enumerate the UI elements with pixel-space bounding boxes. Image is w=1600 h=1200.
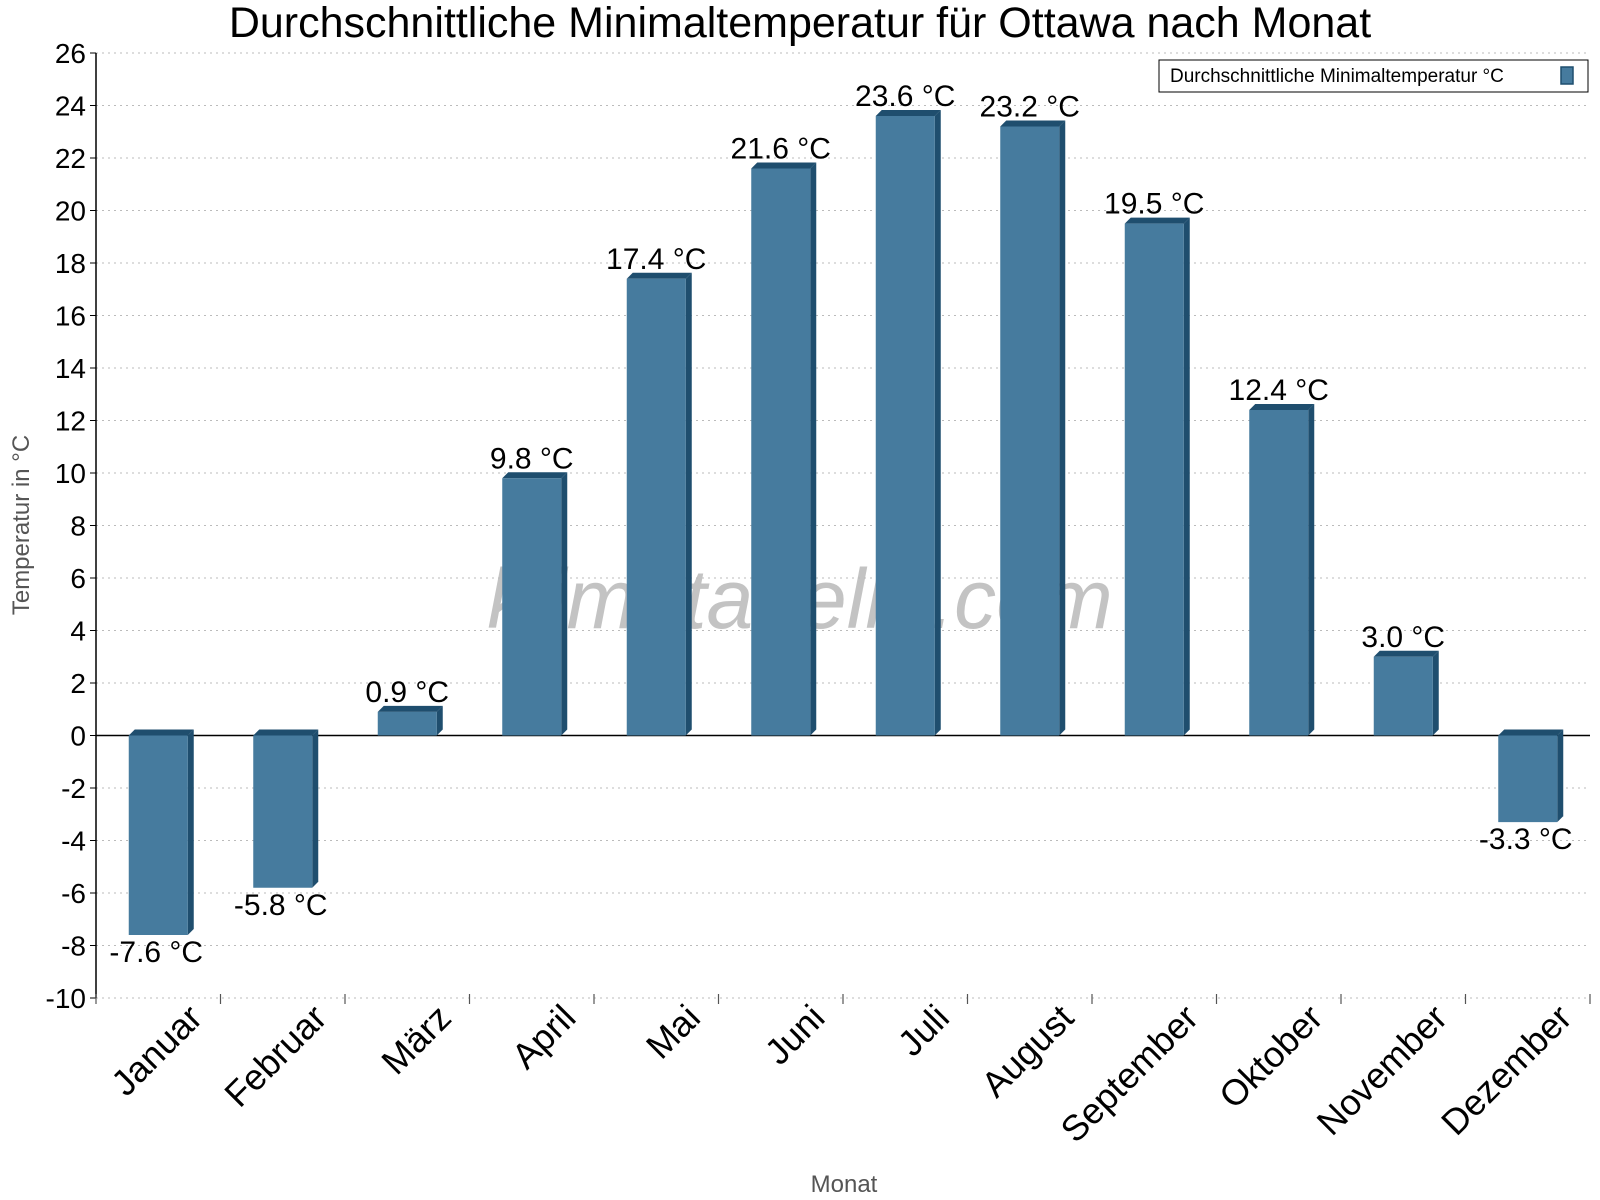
bar-top [875,110,941,116]
bar-top [1498,729,1564,736]
x-tick-label: August [973,997,1081,1105]
data-label: -3.3 °C [1479,823,1573,856]
data-label: -5.8 °C [234,889,328,922]
bar-side [1308,404,1315,736]
y-tick-label: 12 [55,406,86,437]
bar [626,278,686,736]
y-tick-label: 14 [55,353,86,384]
x-tick-label: März [373,997,459,1083]
bar-top [1124,217,1190,224]
y-tick-label: 8 [70,511,86,542]
x-axis-label: Monat [811,1171,878,1198]
bar-top [1000,120,1066,127]
legend: Durchschnittliche Minimaltemperatur °C [1158,59,1589,93]
data-label: 23.2 °C [980,91,1080,124]
bar-side [187,729,194,935]
legend-swatch [1560,66,1574,85]
y-tick-label: 0 [70,721,86,752]
x-tick-label: Februar [216,997,334,1115]
y-tick-label: 2 [70,668,86,699]
y-tick-label: -8 [61,931,86,962]
axes [90,52,1591,1004]
bar [1000,126,1060,736]
data-label: 19.5 °C [1104,188,1204,221]
data-label: 17.4 °C [606,243,706,276]
y-tick-label: 18 [55,248,86,279]
data-label: -7.6 °C [109,936,203,969]
bar-top [128,729,194,736]
grid-lines [96,52,1590,999]
bar [502,478,562,736]
y-tick-label: -2 [61,773,86,804]
bar-side [685,272,692,736]
bar-top [1373,650,1439,657]
legend-box [1158,59,1589,93]
y-tick-label: 24 [55,91,86,122]
bar [128,735,188,935]
data-label: 21.6 °C [731,133,831,166]
bar [253,735,313,888]
bar-side [312,729,319,888]
bar-side [436,705,443,736]
bar [1249,410,1309,736]
bar [1373,656,1433,736]
legend-label: Durchschnittliche Minimaltemperatur °C [1170,66,1504,87]
bar-side [1059,120,1066,736]
bar [1498,735,1558,823]
bar [1124,223,1184,736]
data-label: 0.9 °C [365,676,449,709]
bars [128,110,1564,935]
bar-side [810,162,817,736]
data-label: 12.4 °C [1229,374,1329,407]
y-tick-label: -4 [61,826,86,857]
bar [751,168,811,736]
bar-top [502,472,568,479]
x-tick-label: Mai [638,997,708,1067]
x-tick-labels: Januar Februar März April Mai Juni Juli AugustS… [103,997,1579,1151]
bar-side [1557,729,1564,823]
y-tick-label: 26 [55,38,86,69]
bar-top [751,162,817,169]
x-tick-label: Oktober [1211,997,1331,1117]
bar-side [1432,650,1439,736]
data-label: 9.8 °C [490,442,574,475]
y-tick-label: 4 [70,616,86,647]
bar-side [934,110,941,736]
y-tick-label: 22 [55,143,86,174]
x-tick-label: Dezember [1433,997,1579,1143]
data-labels: -7.6 °C -5.8 °C 0.9 °C 9.8 °C 17.4 °C 21.6 °C… [109,80,1572,969]
bar [377,711,437,736]
y-tick-label: -6 [61,878,86,909]
bar-side [1183,217,1190,736]
bar [875,116,935,736]
bar-top [377,705,443,712]
y-tick-label: -10 [46,983,86,1014]
x-tick-label: Juli [890,997,957,1064]
x-tick-label: April [503,997,583,1077]
y-tick-label: 6 [70,563,86,594]
x-tick-label: Januar [103,997,210,1104]
y-tick-label: 16 [55,301,86,332]
y-tick-label: 10 [55,458,86,489]
y-tick-label: 20 [55,196,86,227]
bar-top [626,272,692,279]
bar-top [1249,404,1315,410]
chart-title: Durchschnittliche Minimaltemperatur für … [229,0,1371,47]
bar-top [253,729,319,736]
data-label: 23.6 °C [855,80,955,113]
data-label: 3.0 °C [1361,621,1445,654]
x-tick-label: Juni [757,997,833,1073]
bar-side [561,472,568,736]
x-tick-label: November [1308,997,1454,1143]
y-axis-label: Temperatur in °C [8,435,35,615]
